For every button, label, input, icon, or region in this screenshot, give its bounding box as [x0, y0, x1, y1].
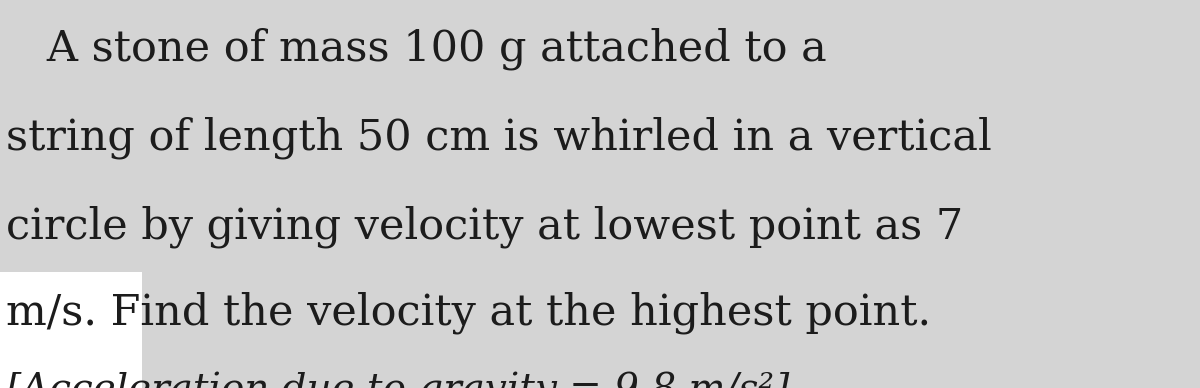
Text: [Acceleration due to gravity = 9.8 m/s²]: [Acceleration due to gravity = 9.8 m/s²] [6, 372, 790, 388]
FancyBboxPatch shape [0, 272, 142, 388]
Text: A stone of mass 100 g attached to a: A stone of mass 100 g attached to a [6, 27, 827, 70]
Text: circle by giving velocity at lowest point as 7: circle by giving velocity at lowest poin… [6, 206, 964, 248]
Text: string of length 50 cm is whirled in a vertical: string of length 50 cm is whirled in a v… [6, 116, 991, 159]
Text: m/s. Find the velocity at the highest point.: m/s. Find the velocity at the highest po… [6, 291, 931, 334]
